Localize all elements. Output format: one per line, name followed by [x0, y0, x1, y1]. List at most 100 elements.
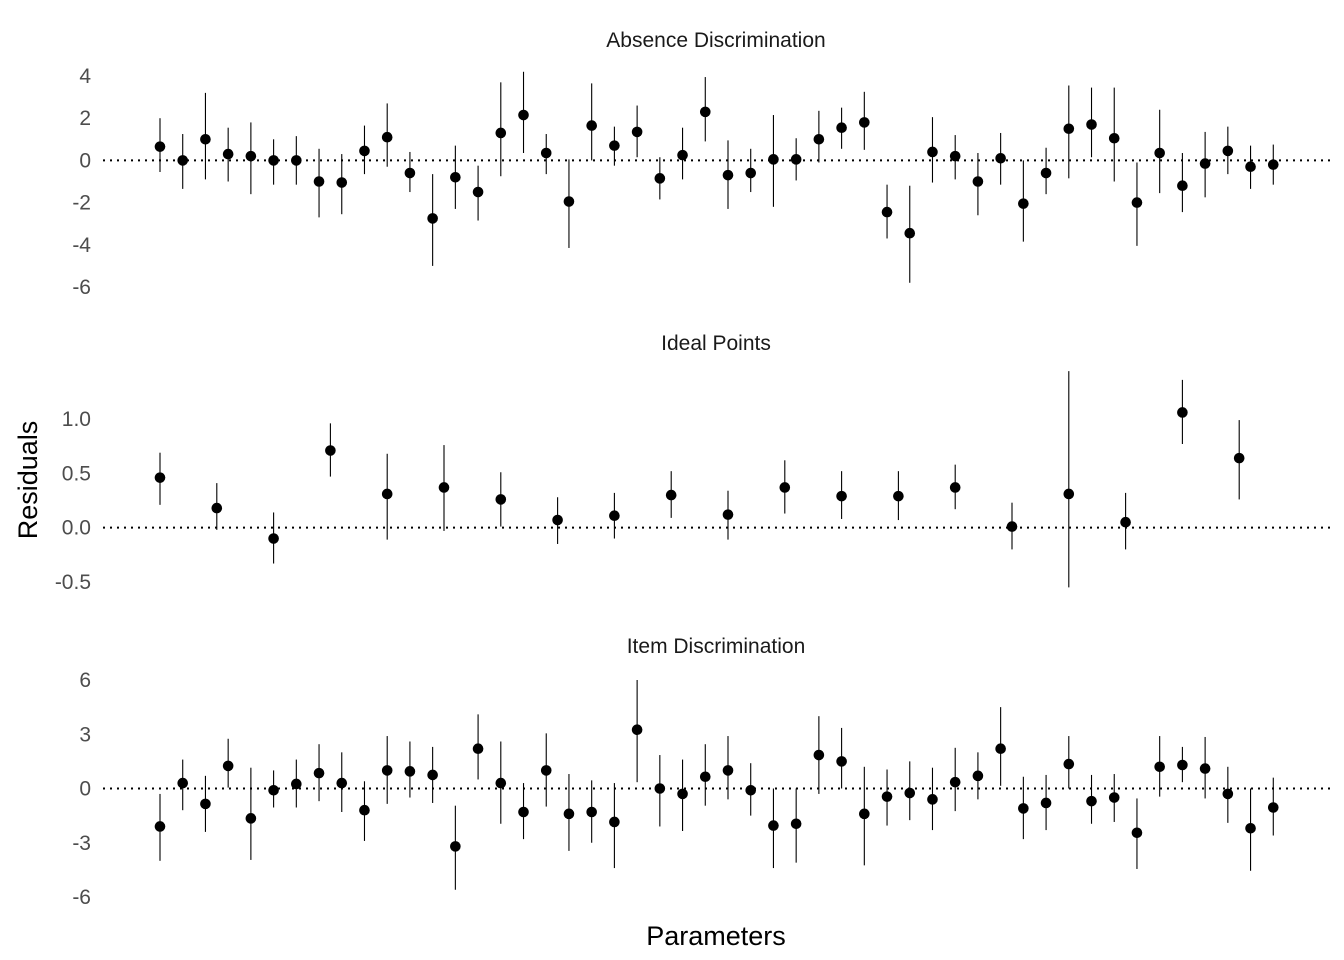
data-point: [177, 777, 189, 789]
data-point: [1177, 407, 1188, 418]
y-tick-label: -6: [72, 886, 91, 909]
data-point: [1108, 792, 1120, 803]
data-point: [949, 482, 961, 493]
data-point: [450, 171, 461, 183]
y-tick-label: -2: [72, 192, 91, 215]
data-point: [904, 787, 916, 799]
data-point: [427, 213, 438, 224]
y-tick-label: -3: [72, 832, 91, 855]
data-point: [972, 770, 984, 782]
y-tick-label: -0.5: [55, 571, 91, 594]
data-point: [291, 778, 302, 790]
data-point: [1131, 827, 1143, 839]
data-point: [677, 788, 688, 800]
data-point: [427, 769, 438, 781]
data-point: [745, 167, 757, 179]
data-point: [881, 206, 893, 218]
y-tick-label: 6: [79, 669, 91, 692]
data-point: [222, 148, 234, 160]
data-point: [154, 141, 166, 152]
data-point: [472, 186, 484, 198]
data-point: [1108, 132, 1120, 144]
data-point: [631, 724, 643, 736]
data-point: [200, 134, 211, 145]
data-point: [222, 760, 234, 772]
data-point: [1177, 759, 1188, 771]
data-point: [609, 140, 620, 151]
data-point: [540, 147, 552, 159]
data-point: [381, 131, 393, 143]
data-point: [563, 196, 575, 207]
panel-title: Item Discrimination: [627, 635, 806, 658]
data-point: [359, 804, 370, 816]
data-point: [949, 776, 961, 788]
data-point: [540, 765, 552, 776]
data-point: [813, 134, 825, 145]
data-point: [586, 120, 597, 131]
data-point: [518, 806, 529, 818]
panels: Absence Discrimination -6 -4 -2 0 2 4 Ideal Poi…: [55, 29, 1330, 909]
y-tick-label: -4: [72, 234, 91, 257]
data-point: [495, 494, 507, 505]
panel-title: Absence Discrimination: [606, 29, 825, 52]
data-point: [313, 767, 325, 779]
data-point: [904, 227, 916, 239]
data-point: [859, 117, 870, 128]
data-point: [893, 490, 904, 502]
data-point: [768, 154, 779, 165]
x-axis-title: Parameters: [646, 921, 786, 951]
data-point: [722, 765, 734, 776]
data-point: [495, 777, 507, 789]
data-point: [995, 743, 1006, 755]
data-point: [609, 816, 620, 828]
data-point: [381, 765, 393, 776]
data-point: [654, 173, 666, 184]
data-point: [1199, 158, 1211, 169]
data-point: [699, 771, 711, 783]
data-point: [404, 167, 416, 179]
data-point: [211, 502, 223, 514]
data-point: [790, 154, 802, 165]
data-point: [450, 841, 461, 852]
data-point: [677, 149, 688, 161]
data-point: [359, 145, 370, 157]
data-point: [325, 445, 336, 456]
data-point: [1086, 119, 1097, 130]
y-axis-title: Residuals: [13, 421, 43, 540]
data-point: [268, 785, 279, 796]
data-point: [563, 808, 575, 820]
panel-3: Item Discrimination -6 -3 0 3 6: [72, 635, 1330, 909]
data-point: [1063, 488, 1075, 500]
data-point: [1245, 822, 1256, 834]
data-point: [154, 472, 166, 483]
data-point: [1233, 452, 1245, 464]
data-point: [381, 488, 393, 500]
data-point: [1222, 145, 1234, 157]
data-point: [836, 490, 847, 502]
data-point: [1040, 167, 1052, 179]
data-point: [1018, 198, 1029, 209]
data-point: [154, 821, 166, 832]
data-point: [177, 155, 189, 166]
data-point: [1267, 159, 1279, 170]
data-point: [779, 482, 791, 493]
data-point: [927, 146, 938, 158]
data-point: [722, 169, 734, 181]
data-point: [790, 818, 802, 830]
data-point: [609, 510, 620, 522]
data-point: [631, 126, 643, 138]
data-point: [836, 122, 847, 133]
data-point: [1063, 123, 1075, 135]
data-point: [438, 482, 450, 493]
data-point: [699, 106, 711, 118]
y-tick-label: 3: [79, 723, 91, 746]
y-tick-label: 0: [79, 778, 91, 801]
data-point: [1120, 516, 1131, 528]
panel-title: Ideal Points: [661, 332, 771, 355]
data-point: [768, 820, 779, 831]
y-tick-label: -6: [72, 276, 91, 299]
data-point: [1177, 180, 1188, 192]
data-point: [518, 109, 529, 121]
data-point: [586, 806, 597, 818]
